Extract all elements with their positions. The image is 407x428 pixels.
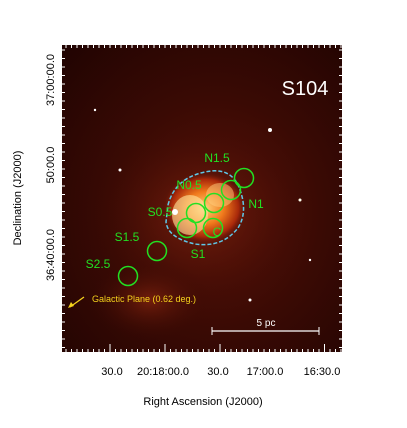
region-label: S2.5	[86, 257, 111, 271]
y-tick-label: 50:00.0	[45, 147, 57, 184]
annotation: Galactic Plane (0.62 deg.)	[92, 294, 196, 304]
x-tick-label: 16:30.0	[304, 366, 341, 378]
x-tick-label: 17:00.0	[247, 366, 284, 378]
region-circle	[233, 167, 255, 189]
region-circle	[203, 192, 225, 214]
y-axis-title: Declination (J2000)	[12, 151, 24, 246]
tick-marks	[62, 45, 342, 352]
x-tick-label: 20:18:00.0	[137, 366, 189, 378]
x-tick-label: 30.0	[101, 366, 122, 378]
x-axis-title: Right Ascension (J2000)	[143, 396, 262, 408]
region-circle	[176, 217, 198, 239]
region-circle	[202, 217, 224, 239]
y-tick-label: 36:40:00.0	[45, 229, 57, 281]
region-label: S1.5	[115, 230, 140, 244]
region-label: S1	[191, 247, 206, 261]
region-label: C	[213, 225, 222, 239]
region-label: N1.5	[204, 151, 230, 165]
region-circle	[220, 179, 242, 201]
region-circle	[146, 240, 168, 262]
arrow-head	[68, 302, 74, 308]
region-circle	[185, 202, 207, 224]
axis-labels: 30.0 20:18:00.0 30.0 17:00.0 16:30.0 37:00:00…	[45, 54, 340, 378]
y-tick-label: 37:00:00.0	[45, 54, 57, 106]
scale-bar-label: 5 pc	[257, 318, 276, 329]
region-label: S0.5	[148, 205, 173, 219]
x-tick-label: 30.0	[207, 366, 228, 378]
region-label: N0.5	[176, 178, 202, 192]
regions: N1.5N0.5 N1 S0.5 C S1 S1.5 S2.5	[86, 151, 264, 287]
region-circle	[117, 265, 139, 287]
region-label: N1	[248, 197, 264, 211]
title: S104	[282, 78, 329, 100]
